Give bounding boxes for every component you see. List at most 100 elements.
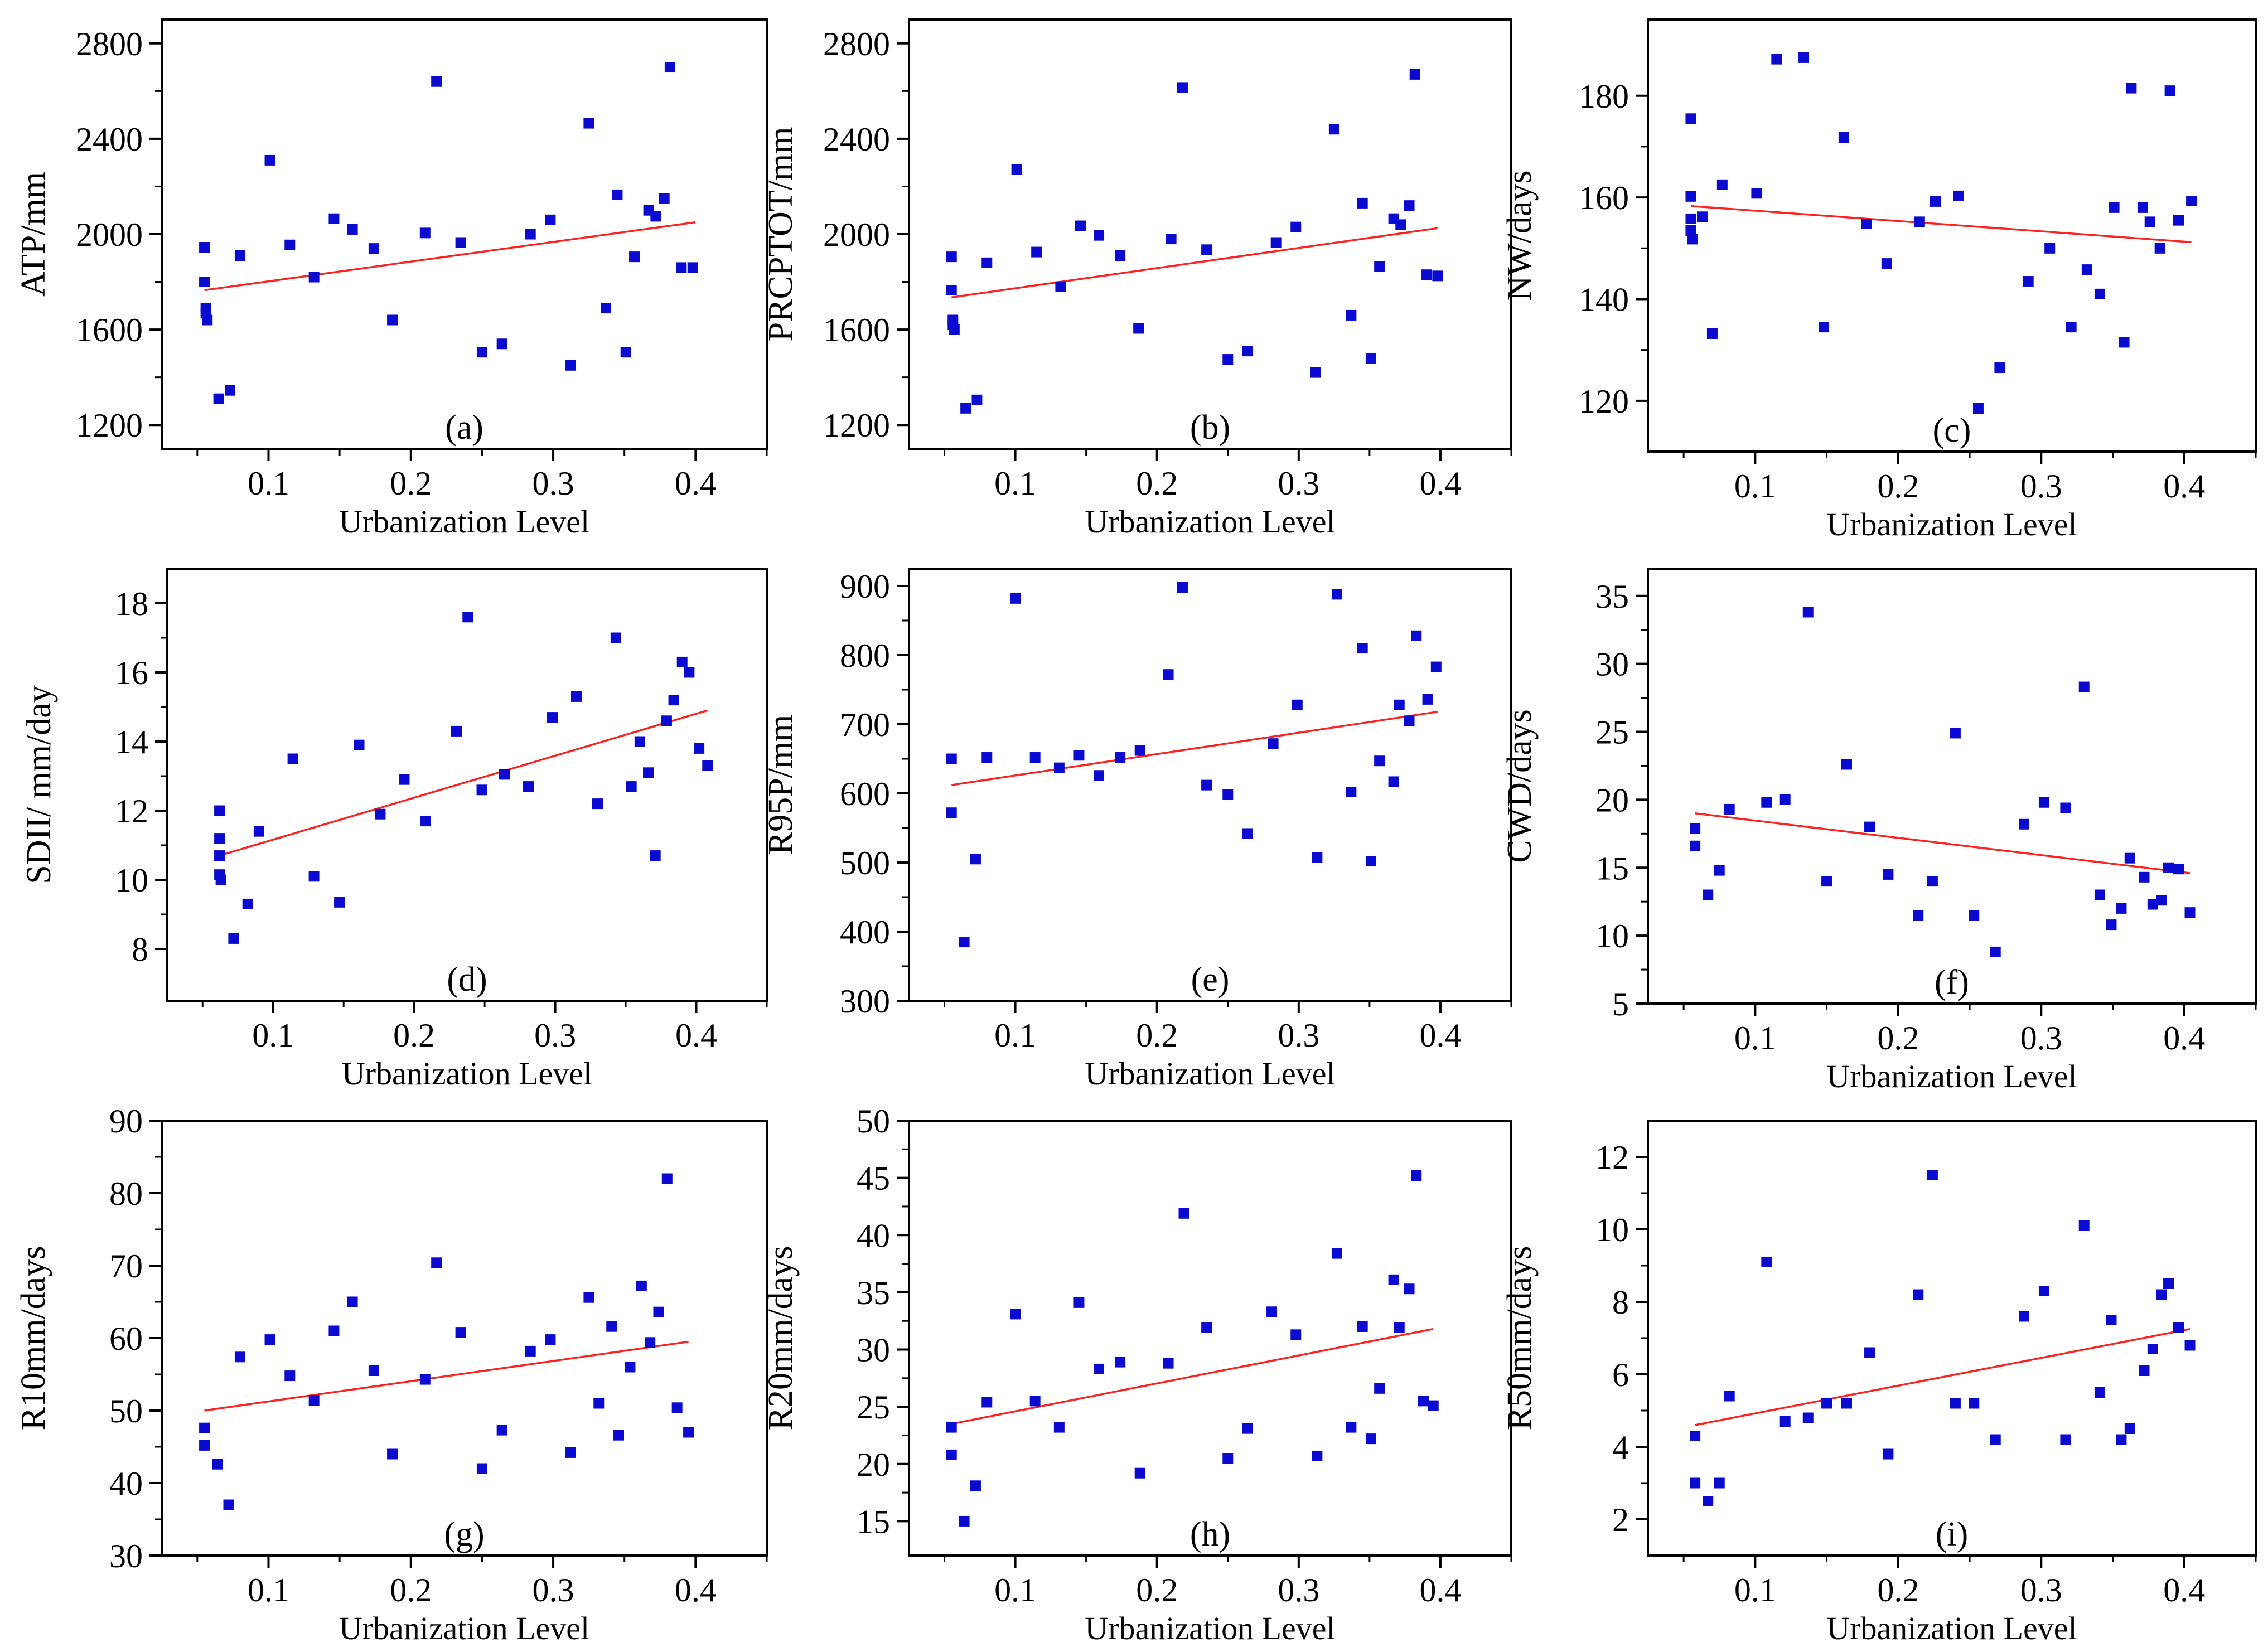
data-point bbox=[636, 1280, 647, 1291]
data-point bbox=[1242, 1423, 1253, 1434]
data-point bbox=[199, 1440, 210, 1451]
data-point bbox=[1685, 191, 1696, 202]
data-point bbox=[1374, 1383, 1385, 1394]
x-tick-label: 0.4 bbox=[2163, 1020, 2205, 1057]
plot-frame bbox=[1647, 18, 2257, 453]
data-point bbox=[225, 385, 236, 396]
data-point bbox=[1404, 200, 1415, 211]
data-point bbox=[499, 769, 510, 780]
data-point bbox=[308, 871, 320, 882]
data-point bbox=[2147, 1344, 2158, 1354]
data-point bbox=[683, 1427, 694, 1438]
trend-line bbox=[1695, 812, 2190, 874]
x-tick-label: 0.2 bbox=[1877, 1572, 1919, 1609]
data-point bbox=[2081, 264, 2092, 275]
y-tick-label: 2 bbox=[1612, 1501, 1629, 1538]
data-point bbox=[1802, 1412, 1814, 1423]
y-tick-label: 8 bbox=[132, 931, 148, 968]
x-axis-label: Urbanization Level bbox=[1085, 503, 1335, 540]
data-point bbox=[1724, 1391, 1735, 1402]
data-point bbox=[2023, 276, 2034, 287]
data-point bbox=[308, 1395, 320, 1406]
data-point bbox=[1365, 352, 1376, 364]
data-point bbox=[1163, 669, 1174, 680]
panel-label: (e) bbox=[1191, 961, 1230, 999]
y-tick-label: 160 bbox=[1579, 180, 1629, 216]
data-point bbox=[1818, 322, 1829, 333]
x-tick-label: 0.3 bbox=[533, 465, 574, 502]
data-point bbox=[476, 784, 487, 796]
y-tick-label: 20 bbox=[857, 1446, 890, 1483]
data-point bbox=[2078, 1220, 2090, 1231]
y-tick-label: 30 bbox=[1595, 646, 1629, 683]
chart-panel-5: 0.1 0.2 0.3 0.4 300 400 500 600 700 800 900 Urbaniz… bbox=[762, 568, 1512, 1092]
y-tick-label: 80 bbox=[109, 1175, 143, 1212]
y-tick-label: 25 bbox=[1595, 714, 1629, 751]
data-point bbox=[496, 1425, 507, 1436]
y-tick-label: 14 bbox=[115, 724, 148, 760]
trend-line bbox=[951, 1328, 1434, 1425]
y-tick-label: 35 bbox=[857, 1275, 890, 1311]
data-point bbox=[1411, 630, 1422, 641]
data-point bbox=[2106, 919, 2117, 931]
panel-label: (g) bbox=[444, 1515, 484, 1553]
x-tick-label: 0.3 bbox=[533, 1572, 574, 1609]
data-point bbox=[2078, 681, 2090, 692]
data-point bbox=[476, 1463, 487, 1474]
y-tick-label: 12 bbox=[115, 793, 148, 830]
y-tick-label: 50 bbox=[109, 1393, 143, 1430]
y-tick-label: 120 bbox=[1579, 383, 1629, 420]
y-tick-label: 30 bbox=[109, 1538, 143, 1575]
data-point bbox=[2184, 1340, 2196, 1351]
data-point bbox=[2147, 899, 2158, 910]
y-tick-label: 1600 bbox=[823, 312, 890, 348]
x-tick-label: 0.1 bbox=[994, 1572, 1036, 1609]
data-point bbox=[1687, 234, 1698, 245]
x-axis-label: Urbanization Level bbox=[339, 1610, 589, 1646]
data-point bbox=[1685, 213, 1696, 224]
y-tick-label: 18 bbox=[115, 585, 148, 622]
data-point bbox=[2184, 907, 2196, 918]
data-point bbox=[242, 898, 253, 909]
data-point bbox=[1432, 270, 1443, 282]
data-point bbox=[1422, 694, 1433, 705]
data-point bbox=[981, 1397, 993, 1408]
y-tick-label: 40 bbox=[109, 1465, 143, 1502]
x-tick-label: 0.2 bbox=[1877, 1020, 1919, 1057]
data-point bbox=[284, 239, 296, 250]
data-point bbox=[202, 314, 213, 326]
data-point bbox=[1714, 1477, 1725, 1489]
trend-line bbox=[204, 221, 696, 292]
data-point bbox=[960, 403, 971, 414]
y-tick-label: 10 bbox=[115, 862, 148, 899]
data-point bbox=[1404, 1283, 1415, 1295]
data-point bbox=[1883, 1448, 1894, 1460]
x-tick-label: 0.3 bbox=[1278, 1017, 1319, 1054]
data-point bbox=[523, 781, 534, 792]
y-tick-label: 140 bbox=[1579, 281, 1629, 318]
y-tick-label: 20 bbox=[1595, 782, 1629, 818]
data-point bbox=[387, 1448, 398, 1460]
data-point bbox=[1201, 244, 1212, 255]
x-axis-label: Urbanization Level bbox=[1085, 1610, 1335, 1646]
x-tick-label: 0.1 bbox=[1734, 1572, 1776, 1609]
data-point bbox=[1724, 803, 1735, 815]
data-point bbox=[1029, 752, 1041, 763]
y-tick-label: 300 bbox=[840, 983, 890, 1020]
data-point bbox=[223, 1499, 234, 1510]
data-point bbox=[1950, 1398, 1961, 1409]
data-point bbox=[1055, 281, 1066, 292]
x-tick-label: 0.1 bbox=[994, 1017, 1036, 1054]
data-point bbox=[664, 62, 675, 73]
y-tick-label: 30 bbox=[857, 1332, 890, 1369]
data-point bbox=[1751, 188, 1762, 199]
data-point bbox=[420, 816, 431, 827]
chart-panel-3: 0.1 0.2 0.3 0.4 120 140 160 180 Urbanization Lev… bbox=[1501, 18, 2257, 542]
data-point bbox=[2126, 83, 2137, 94]
data-point bbox=[1357, 643, 1368, 654]
data-point bbox=[1011, 164, 1022, 175]
data-point bbox=[1178, 1208, 1189, 1219]
data-point bbox=[653, 1306, 664, 1317]
panel-label: (d) bbox=[447, 961, 487, 999]
data-point bbox=[1696, 211, 1708, 222]
